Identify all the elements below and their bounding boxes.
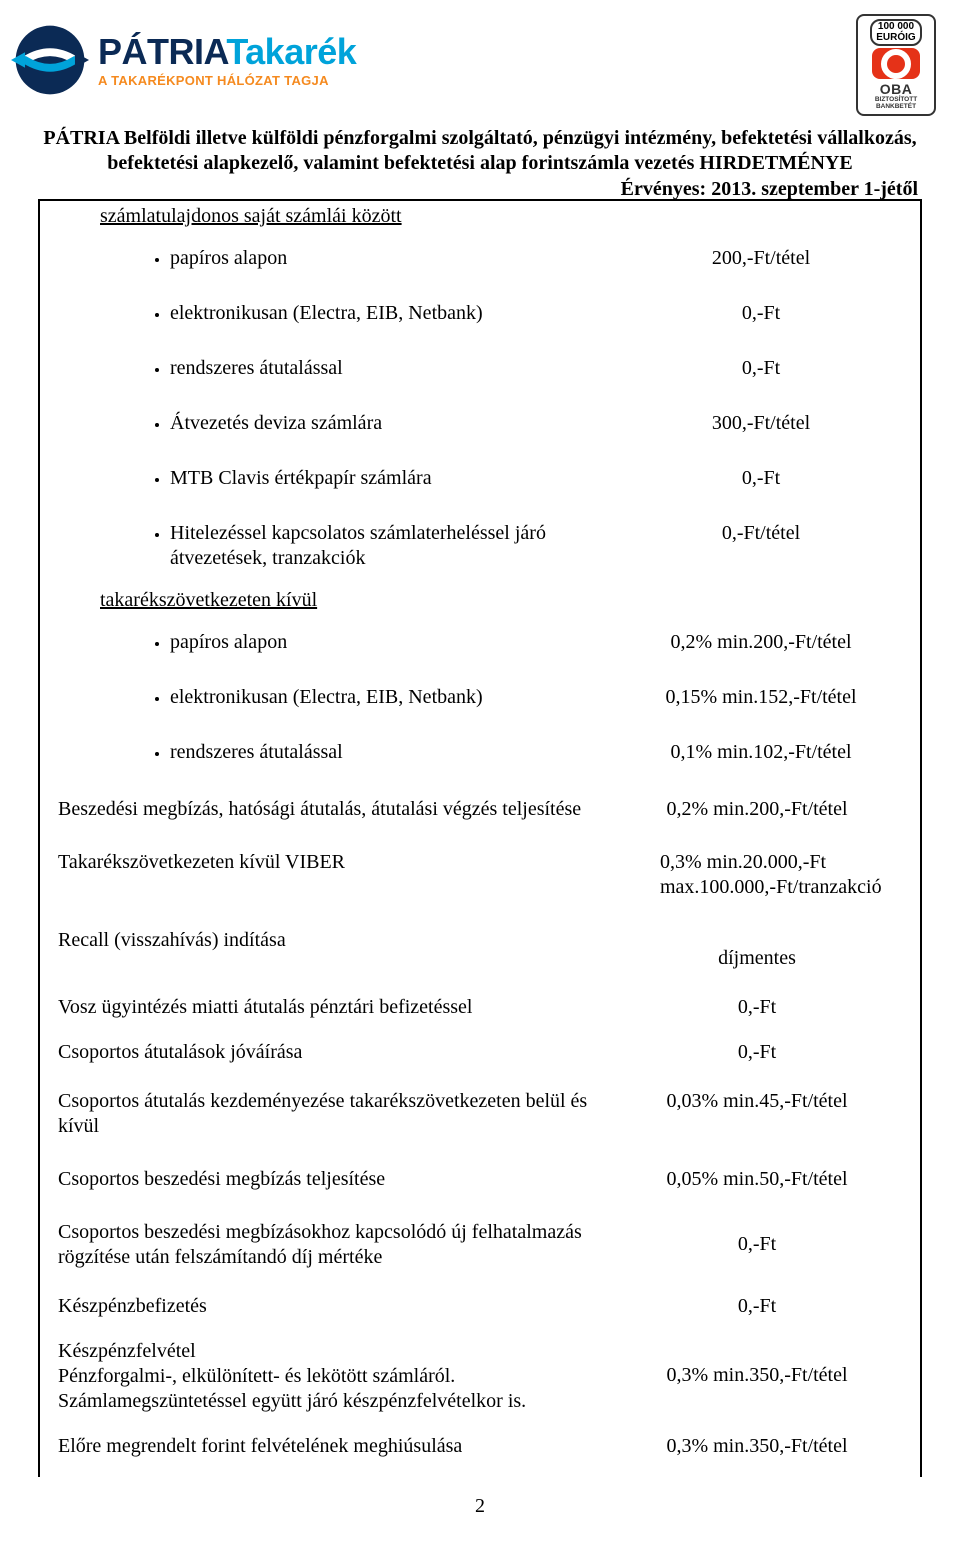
table-row: Készpénzbefizetés 0,-Ft — [40, 1284, 920, 1329]
row-value: 0,-Ft — [612, 1294, 902, 1319]
table-row: Recall (visszahívás) indítása díjmentes — [40, 914, 920, 985]
logo-brand-line: PÁTRIATakarék — [98, 34, 356, 70]
item-label: rendszeres átutalással — [170, 356, 608, 381]
row-label: Takarékszövetkezeten kívül VIBER — [58, 850, 612, 875]
table-row: Vosz ügyintézés miatti átutalás pénztári… — [40, 985, 920, 1030]
item-value: 0,-Ft — [616, 301, 906, 326]
list-item: papíros alapon 0,2% min.200,-Ft/tétel — [170, 630, 920, 655]
list-item: Hitelezéssel kapcsolatos számlaterheléss… — [170, 521, 920, 571]
row-value: 0,-Ft — [612, 995, 902, 1020]
row-label: Vosz ügyintézés miatti átutalás pénztári… — [58, 995, 612, 1020]
document-validity: Érvényes: 2013. szeptember 1-jétől — [0, 178, 960, 201]
list-item: elektronikusan (Electra, EIB, Netbank) 0… — [170, 301, 920, 326]
item-value: 0,-Ft — [616, 356, 906, 381]
content-frame: számlatulajdonos saját számlái között pa… — [38, 199, 922, 1477]
item-label: papíros alapon — [170, 246, 608, 271]
document-title: PÁTRIA Belföldi illetve külföldi pénzfor… — [0, 126, 960, 176]
row-value: 0,03% min.45,-Ft/tétel — [612, 1089, 902, 1114]
row-value: 0,2% min.200,-Ft/tétel — [612, 797, 902, 822]
logo-text: PÁTRIATakarék A TAKARÉKPONT HÁLÓZAT TAGJ… — [98, 34, 356, 87]
item-label: elektronikusan (Electra, EIB, Netbank) — [170, 685, 608, 710]
row-label: Csoportos átutalások jóváírása — [58, 1040, 612, 1065]
list-item: Átvezetés deviza számlára 300,-Ft/tétel — [170, 411, 920, 436]
item-value: 200,-Ft/tétel — [616, 246, 906, 271]
section2-list: papíros alapon 0,2% min.200,-Ft/tétel el… — [40, 630, 920, 765]
table-row: Beszedési megbízás, hatósági átutalás, á… — [40, 783, 920, 836]
row-label: Előre megrendelt forint felvételének meg… — [58, 1434, 612, 1459]
item-label: elektronikusan (Electra, EIB, Netbank) — [170, 301, 608, 326]
row-value: 0,-Ft — [612, 1040, 902, 1065]
item-label: Átvezetés deviza számlára — [170, 411, 608, 436]
row-value: 0,05% min.50,-Ft/tétel — [612, 1167, 902, 1192]
list-item: rendszeres átutalással 0,1% min.102,-Ft/… — [170, 740, 920, 765]
row-value: 0,-Ft — [612, 1220, 902, 1257]
row-label: Recall (visszahívás) indítása — [58, 928, 612, 953]
item-value: 0,-Ft — [616, 466, 906, 491]
section2-heading: takarékszövetkezeten kívül — [40, 577, 920, 630]
item-label: rendszeres átutalással — [170, 740, 608, 765]
brand-logo: PÁTRIATakarék A TAKARÉKPONT HÁLÓZAT TAGJ… — [10, 20, 356, 100]
table-row: Csoportos beszedési megbízás teljesítése… — [40, 1153, 920, 1206]
row-label: Készpénzfelvétel Pénzforgalmi-, elkülöní… — [58, 1339, 612, 1414]
row-label: Csoportos beszedési megbízás teljesítése — [58, 1167, 612, 1192]
logo-subline: A TAKARÉKPONT HÁLÓZAT TAGJA — [98, 74, 356, 87]
row-value: 0,3% min.20.000,-Ft max.100.000,-Ft/tran… — [612, 850, 902, 900]
item-value: 0,1% min.102,-Ft/tétel — [616, 740, 906, 765]
badge-red-square-icon — [872, 48, 920, 79]
item-label: Hitelezéssel kapcsolatos számlaterheléss… — [170, 521, 608, 571]
item-label: papíros alapon — [170, 630, 608, 655]
section1-heading: számlatulajdonos saját számlái között — [40, 203, 920, 246]
list-item: rendszeres átutalással 0,-Ft — [170, 356, 920, 381]
badge-top-line1: 100 000 — [878, 21, 914, 32]
row-value: 0,3% min.350,-Ft/tétel — [612, 1339, 902, 1388]
item-value: 0,-Ft/tétel — [616, 521, 906, 546]
badge-oba-text: OBA — [880, 81, 913, 97]
row-value: díjmentes — [612, 928, 902, 971]
badge-top-line2: EURÓIG — [876, 32, 915, 43]
title-line1: PÁTRIA Belföldi illetve külföldi pénzfor… — [43, 127, 916, 149]
header-area: PÁTRIATakarék A TAKARÉKPONT HÁLÓZAT TAGJ… — [0, 10, 960, 120]
title-line2: befektetési alapkezelő, valamint befekte… — [107, 152, 852, 174]
row-label: Készpénzbefizetés — [58, 1294, 612, 1319]
brand-part1: PÁTRIA — [98, 31, 226, 72]
spacer — [40, 771, 920, 783]
table-row: Csoportos beszedési megbízásokhoz kapcso… — [40, 1206, 920, 1284]
table-row: Csoportos átutalás kezdeményezése takaré… — [40, 1075, 920, 1153]
table-row: Készpénzfelvétel Pénzforgalmi-, elkülöní… — [40, 1329, 920, 1424]
badge-bottom-text: BIZTOSÍTOTT BANKBETÉT — [875, 97, 917, 111]
deposit-insurance-badge: 100 000 EURÓIG OBA BIZTOSÍTOTT BANKBETÉT — [856, 14, 936, 116]
item-value: 0,2% min.200,-Ft/tétel — [616, 630, 906, 655]
badge-circle-icon — [881, 49, 911, 79]
brand-part2: Takarék — [226, 31, 356, 72]
list-item: papíros alapon 200,-Ft/tétel — [170, 246, 920, 271]
badge-top-text: 100 000 EURÓIG — [870, 19, 921, 46]
row-value: 0,3% min.350,-Ft/tétel — [612, 1434, 902, 1459]
item-label: MTB Clavis értékpapír számlára — [170, 466, 608, 491]
row-label: Beszedési megbízás, hatósági átutalás, á… — [58, 797, 612, 822]
row-label: Csoportos beszedési megbízásokhoz kapcso… — [58, 1220, 612, 1270]
item-value: 300,-Ft/tétel — [616, 411, 906, 436]
table-row: Csoportos átutalások jóváírása 0,-Ft — [40, 1030, 920, 1075]
document-page: PÁTRIATakarék A TAKARÉKPONT HÁLÓZAT TAGJ… — [0, 0, 960, 1558]
section1-list: papíros alapon 200,-Ft/tétel elektroniku… — [40, 246, 920, 571]
table-row: Előre megrendelt forint felvételének meg… — [40, 1424, 920, 1469]
table-row: Takarékszövetkezeten kívül VIBER 0,3% mi… — [40, 836, 920, 914]
item-value: 0,15% min.152,-Ft/tétel — [616, 685, 906, 710]
logo-glyph-icon — [10, 20, 90, 100]
list-item: elektronikusan (Electra, EIB, Netbank) 0… — [170, 685, 920, 710]
badge-bottom-line2: BANKBETÉT — [876, 103, 916, 110]
list-item: MTB Clavis értékpapír számlára 0,-Ft — [170, 466, 920, 491]
row-label: Csoportos átutalás kezdeményezése takaré… — [58, 1089, 612, 1139]
